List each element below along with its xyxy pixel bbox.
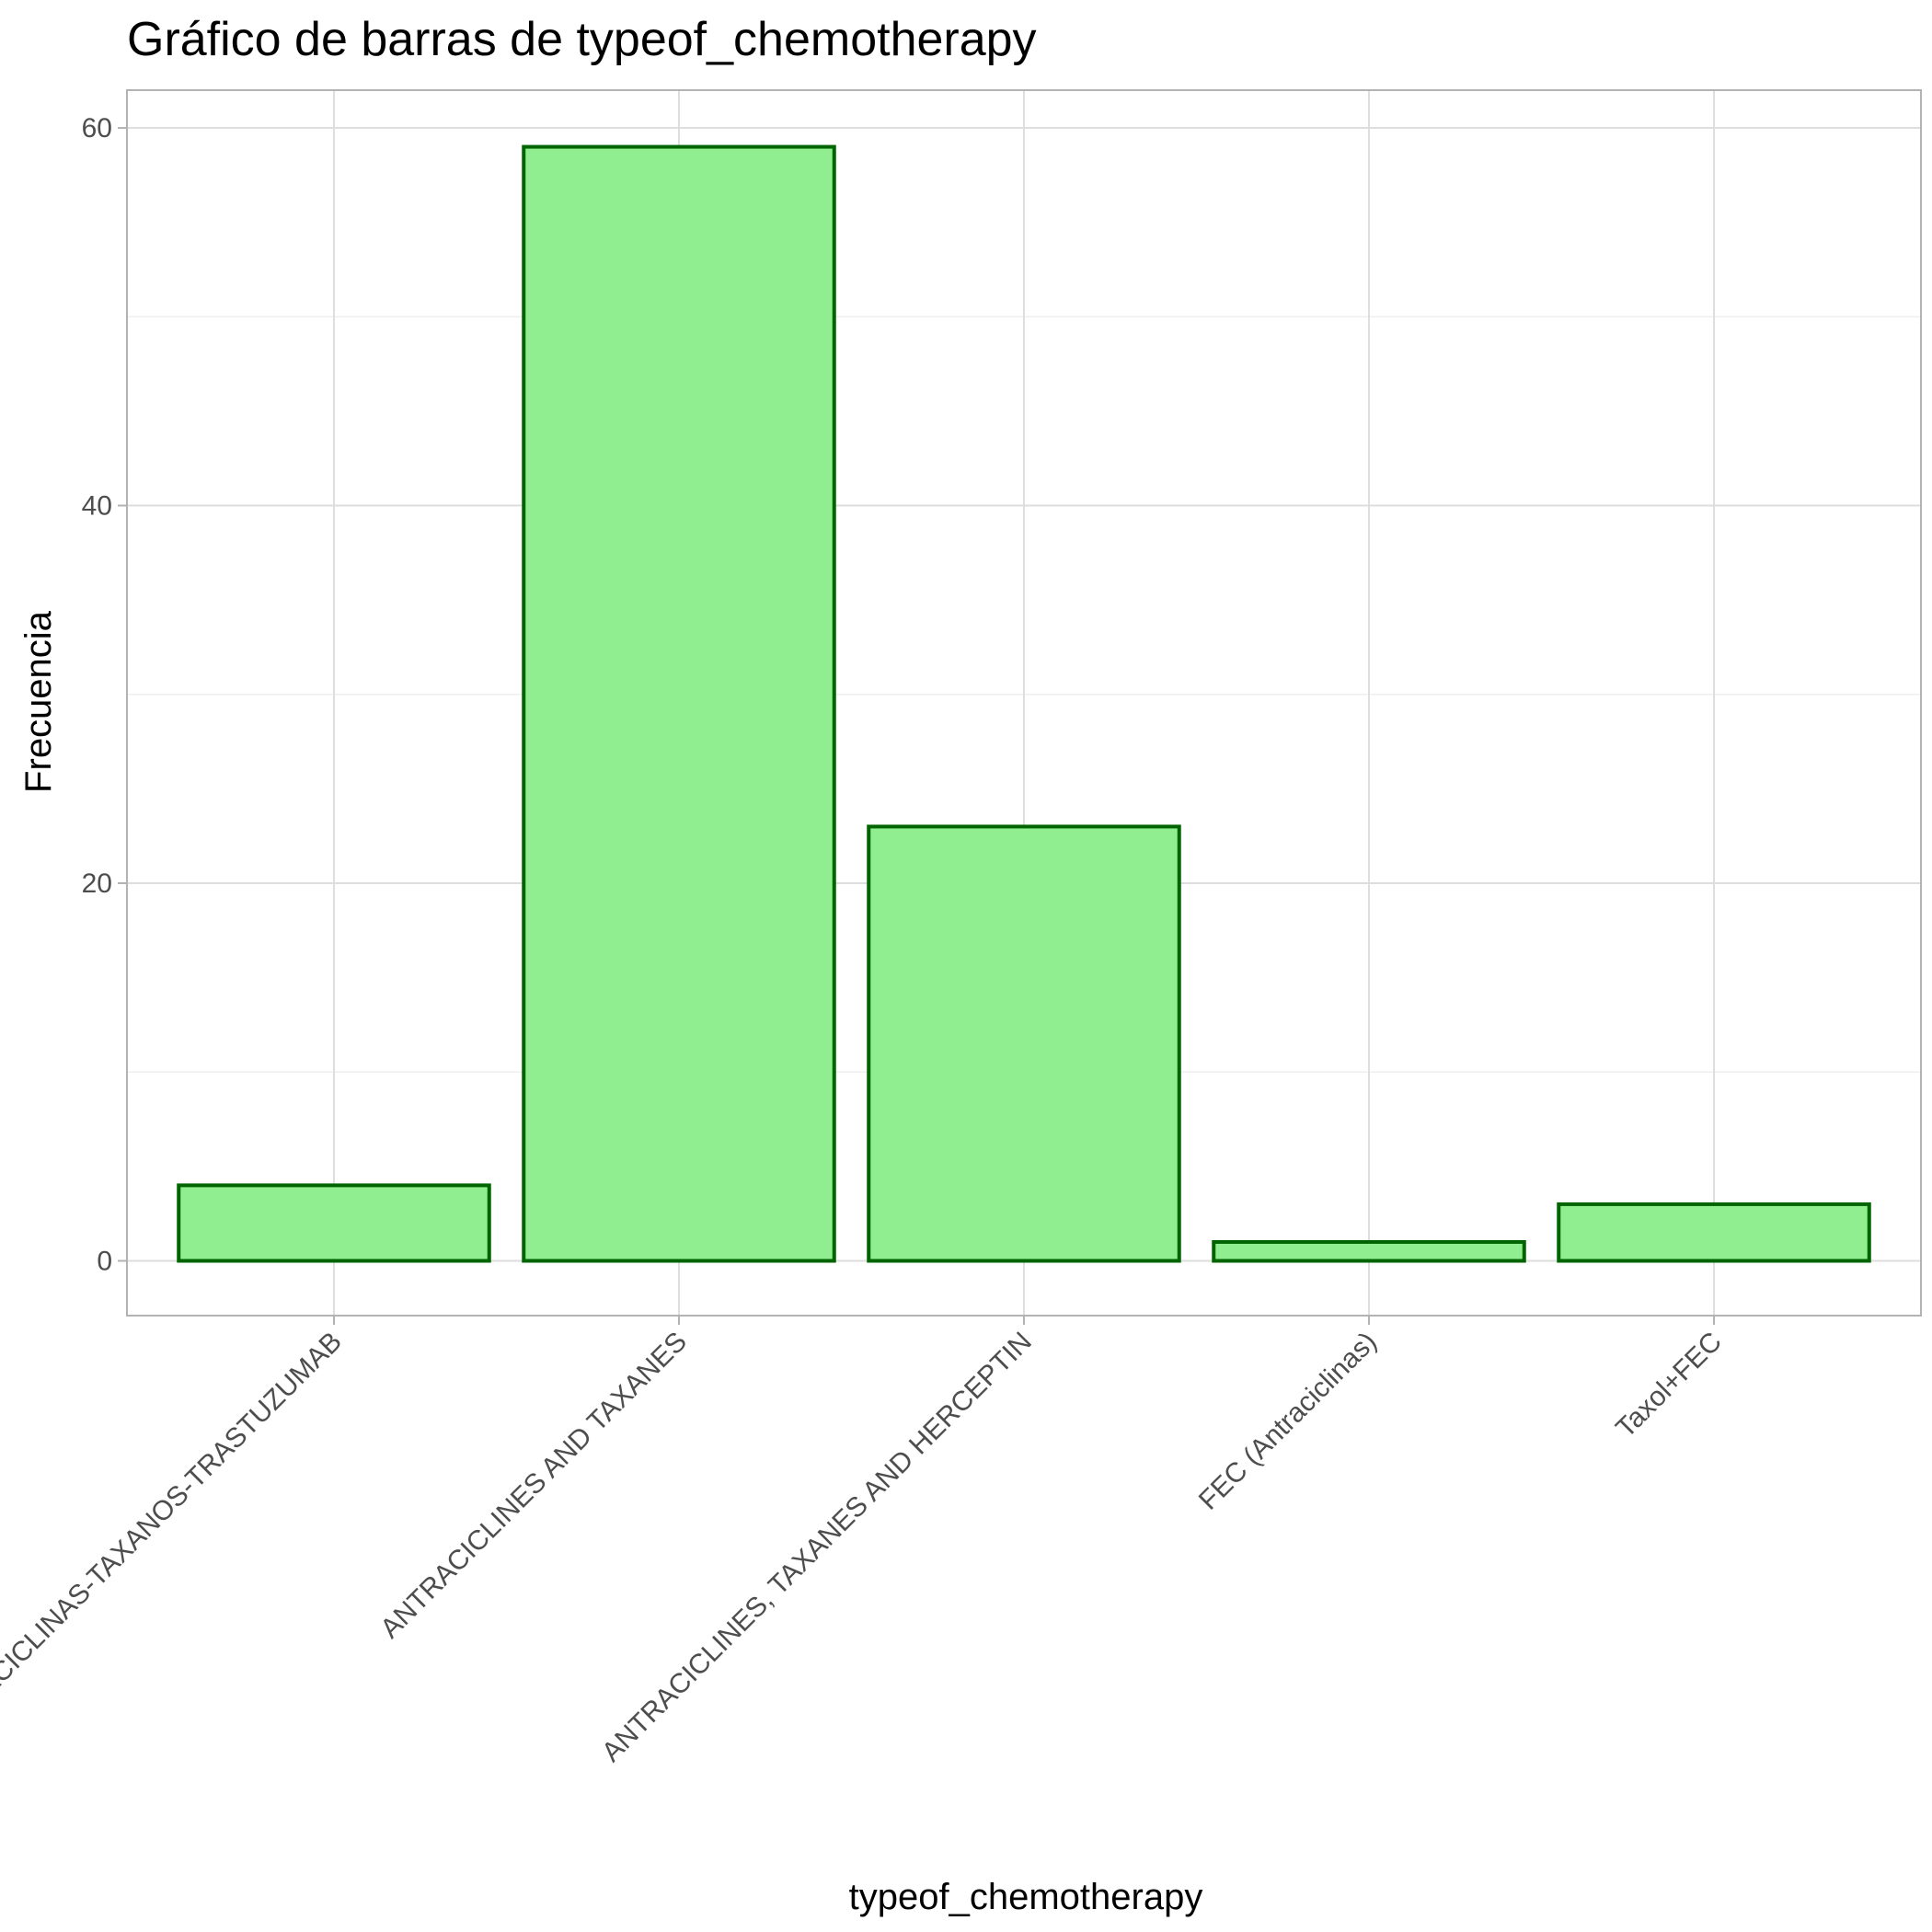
y-tick-label: 0 bbox=[97, 1246, 112, 1276]
x-axis-title: typeof_chemotherapy bbox=[849, 1877, 1203, 1917]
x-tick-label: ANTRACICLINES AND TAXANES bbox=[374, 1327, 693, 1645]
y-tick-label: 20 bbox=[82, 868, 112, 899]
bar bbox=[867, 824, 1181, 1263]
y-axis-title: Frecuencia bbox=[18, 610, 59, 793]
x-tick-label: ANTRACICLINAS-TAXANOS-TRASTUZUMAB bbox=[0, 1327, 348, 1755]
bar bbox=[522, 144, 836, 1263]
bar bbox=[1557, 1202, 1871, 1263]
y-axis-ticks: 0 20 40 60 bbox=[82, 113, 127, 1276]
chart-title: Gráfico de barras de typeof_chemotherapy bbox=[127, 13, 1037, 66]
x-axis-ticks: ANTRACICLINAS-TAXANOS-TRASTUZUMAB ANTRACI… bbox=[0, 1316, 1728, 1768]
bar bbox=[1212, 1239, 1526, 1263]
x-tick-label: ANTRACICLINES, TAXANES AND HERCEPTIN bbox=[596, 1327, 1038, 1768]
y-tick-label: 40 bbox=[82, 491, 112, 522]
bars bbox=[177, 144, 1871, 1263]
x-tick-label: FEC (Antraciclinas) bbox=[1193, 1327, 1383, 1516]
bar bbox=[177, 1183, 491, 1263]
x-tick-label: Taxol+FEC bbox=[1610, 1327, 1728, 1444]
y-tick-label: 60 bbox=[82, 113, 112, 144]
